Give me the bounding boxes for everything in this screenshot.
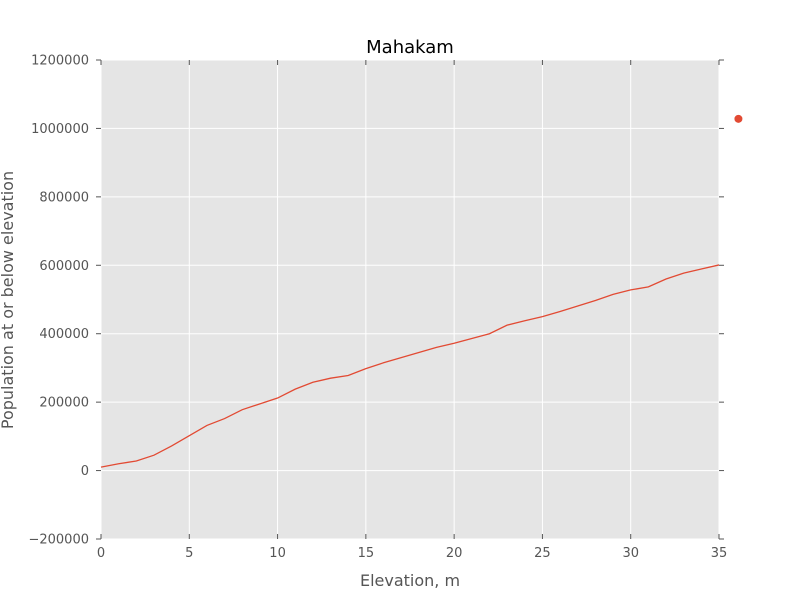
y-tick-label: −200000	[28, 533, 89, 548]
y-tick-label: 200000	[39, 396, 89, 411]
x-tick-label: 0	[97, 546, 105, 561]
x-tick-label: 5	[185, 546, 193, 561]
y-tick-labels: −200000 0 200000 400000 600000 800000 1000000 1…	[28, 54, 89, 548]
y-tick-label: 1200000	[31, 54, 89, 69]
x-tick-label: 10	[269, 546, 286, 561]
x-tick-label: 25	[534, 546, 551, 561]
chart-title: Mahakam	[366, 37, 454, 58]
marker-layer	[734, 114, 743, 123]
y-tick-label: 400000	[39, 327, 89, 342]
x-tick-labels: 0 5 10 15 20 25 30 35	[97, 546, 727, 561]
series-line	[100, 264, 720, 468]
plot-area	[101, 60, 719, 539]
x-tick-label: 35	[711, 546, 728, 561]
grid	[100, 59, 720, 540]
y-tick-label: 800000	[39, 190, 89, 205]
x-tick-label: 20	[446, 546, 463, 561]
axis-ticks	[96, 59, 724, 540]
y-axis-label: Population at or below elevation	[0, 171, 17, 429]
x-tick-label: 15	[358, 546, 375, 561]
x-tick-label: 30	[622, 546, 639, 561]
y-tick-label: 1000000	[31, 122, 89, 137]
y-tick-label: 0	[81, 464, 89, 479]
y-tick-label: 600000	[39, 259, 89, 274]
data-point-marker	[734, 114, 743, 123]
x-axis-label: Elevation, m	[360, 571, 460, 590]
series-layer	[100, 264, 720, 468]
